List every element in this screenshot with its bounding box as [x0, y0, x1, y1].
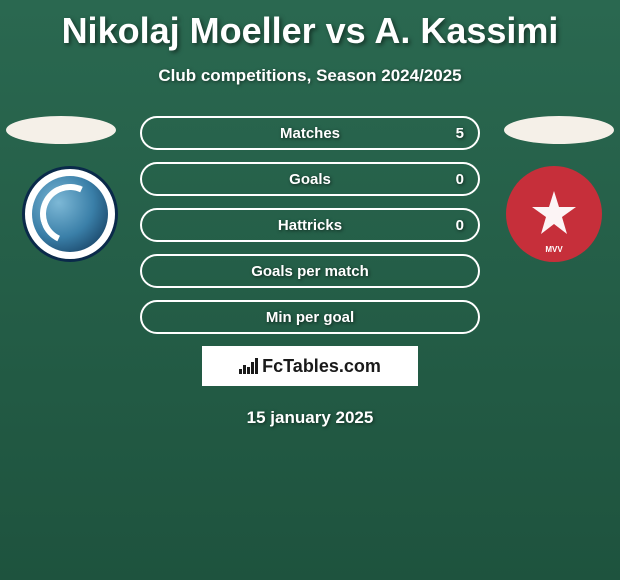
- stat-row: Goals 0: [140, 162, 480, 196]
- comparison-subtitle: Club competitions, Season 2024/2025: [0, 66, 620, 86]
- stat-value-right: 0: [456, 171, 464, 188]
- stat-value-right: 0: [456, 217, 464, 234]
- comparison-title: Nikolaj Moeller vs A. Kassimi: [0, 0, 620, 52]
- player-right-photo-placeholder: [504, 116, 614, 144]
- club-badge-left-art: [32, 176, 108, 252]
- stat-row: Goals per match: [140, 254, 480, 288]
- player-left-photo-placeholder: [6, 116, 116, 144]
- stat-label: Goals: [289, 171, 331, 188]
- stats-area: MVV Matches 5 Goals 0 Hattricks 0 Goals …: [0, 116, 620, 334]
- stat-label: Goals per match: [251, 263, 369, 280]
- stat-row: Matches 5: [140, 116, 480, 150]
- date-line: 15 january 2025: [0, 408, 620, 428]
- club-badge-right-label: MVV: [506, 245, 602, 254]
- club-badge-left: [22, 166, 118, 262]
- club-badge-right: MVV: [506, 166, 602, 262]
- stat-row: Min per goal: [140, 300, 480, 334]
- club-badge-right-art: [529, 189, 579, 239]
- brand-text: FcTables.com: [262, 356, 381, 377]
- stat-label: Matches: [280, 125, 340, 142]
- branding-box: FcTables.com: [202, 346, 418, 386]
- stat-label: Hattricks: [278, 217, 342, 234]
- stat-value-right: 5: [456, 125, 464, 142]
- stat-label: Min per goal: [266, 309, 354, 326]
- stat-row: Hattricks 0: [140, 208, 480, 242]
- bar-chart-icon: [239, 358, 258, 374]
